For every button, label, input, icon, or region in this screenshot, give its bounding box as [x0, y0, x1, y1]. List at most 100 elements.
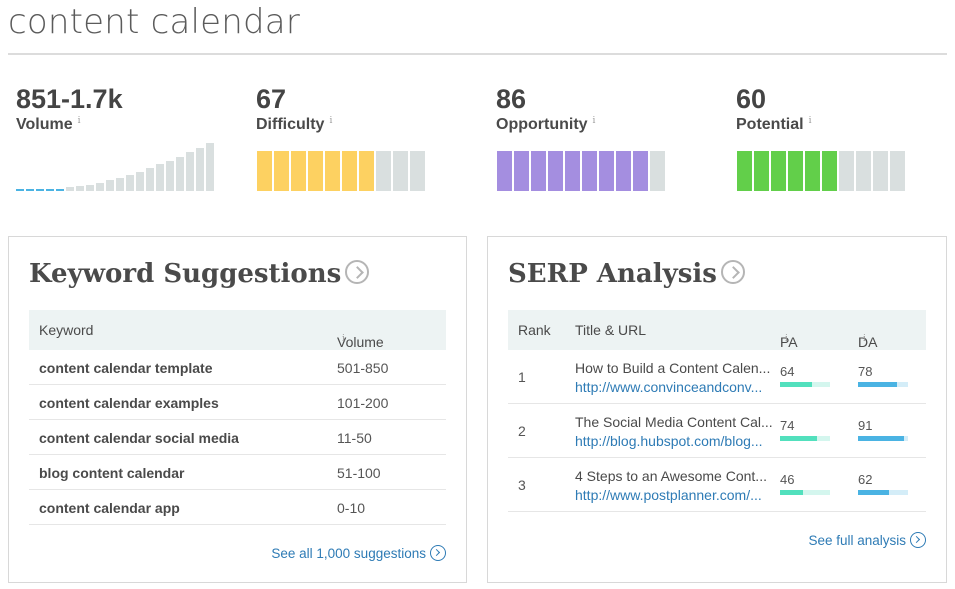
page-title: content calendar — [8, 2, 301, 42]
bar-segment — [514, 151, 529, 191]
see-all-suggestions-link[interactable]: See all 1,000 suggestions — [271, 545, 446, 562]
result-title: 4 Steps to an Awesome Cont... — [575, 468, 767, 484]
circle-arrow-icon — [430, 545, 446, 562]
volume-value: 851-1.7k — [16, 84, 123, 114]
result-url-link[interactable]: http://blog.hubspot.com/blog... — [575, 433, 763, 449]
opportunity-bar — [497, 151, 665, 191]
column-da-label: DA — [858, 334, 878, 350]
keyword-cell[interactable]: blog content calendar — [39, 465, 185, 481]
result-title: How to Build a Content Calen... — [575, 360, 771, 376]
column-rank[interactable]: Rank — [518, 322, 551, 338]
bar-segment — [497, 151, 512, 191]
bar-segment — [325, 151, 340, 191]
volume-bar — [186, 152, 194, 191]
volume-bar — [56, 189, 64, 191]
bar-segment — [788, 151, 803, 191]
volume-cell: 51-100 — [337, 465, 381, 481]
volume-cell: 501-850 — [337, 360, 389, 376]
serp-table-header: Rank Title & URL PA i DA i — [508, 310, 926, 350]
serp-analysis-panel: SERP Analysis Rank Title & URL PA i DA i 1… — [487, 236, 947, 583]
da-bar — [858, 382, 908, 387]
column-title-url[interactable]: Title & URL — [575, 322, 647, 338]
see-all-suggestions-label: See all 1,000 suggestions — [271, 546, 426, 561]
keyword-cell[interactable]: content calendar social media — [39, 430, 239, 446]
volume-bar — [36, 189, 44, 191]
volume-info-icon[interactable]: i — [77, 116, 81, 126]
difficulty-bar — [257, 151, 425, 191]
column-keyword[interactable]: Keyword — [39, 322, 94, 338]
result-url-link[interactable]: http://www.postplanner.com/... — [575, 487, 762, 503]
keyword-cell[interactable]: content calendar app — [39, 500, 180, 516]
volume-bar — [156, 164, 164, 191]
volume-cell: 11-50 — [337, 430, 372, 446]
serp-analysis-title: SERP Analysis — [508, 259, 717, 289]
table-row[interactable]: blog content calendar 51-100 — [29, 455, 446, 490]
bar-segment — [890, 151, 905, 191]
volume-bar — [196, 148, 204, 191]
volume-bar — [116, 178, 124, 191]
bar-segment — [565, 151, 580, 191]
keyword-cell[interactable]: content calendar template — [39, 360, 213, 376]
da-bar — [858, 490, 908, 495]
serp-row: 1 How to Build a Content Calen... http:/… — [508, 350, 926, 404]
keyword-cell[interactable]: content calendar examples — [39, 395, 219, 411]
table-row[interactable]: content calendar examples 101-200 — [29, 385, 446, 420]
da-value: 91 — [858, 418, 873, 433]
table-row[interactable]: content calendar template 501-850 — [29, 350, 446, 385]
table-row[interactable]: content calendar social media 11-50 — [29, 420, 446, 455]
volume-bar — [166, 161, 174, 191]
da-info-icon[interactable]: i — [863, 334, 866, 344]
pa-bar — [780, 436, 830, 441]
circle-arrow-icon[interactable] — [345, 260, 370, 284]
volume-bar — [176, 157, 184, 191]
pa-value: 74 — [780, 418, 795, 433]
bar-segment — [376, 151, 391, 191]
keyword-suggestions-title: Keyword Suggestions — [29, 259, 342, 289]
volume-bar — [46, 189, 54, 191]
pa-info-icon[interactable]: i — [785, 334, 788, 344]
difficulty-metric: 67 Difficulty i — [256, 84, 466, 134]
da-bar-fill — [858, 382, 897, 387]
bar-segment — [856, 151, 871, 191]
table-row[interactable]: content calendar app 0-10 — [29, 490, 446, 525]
difficulty-info-icon[interactable]: i — [329, 116, 333, 126]
volume-bar — [86, 185, 94, 191]
pa-bar-fill — [780, 436, 817, 441]
rank-cell: 2 — [518, 423, 526, 439]
volume-column-info-icon[interactable]: i — [342, 334, 345, 344]
da-bar-fill — [858, 436, 904, 441]
volume-bar — [206, 143, 214, 191]
bar-segment — [754, 151, 769, 191]
result-url-link[interactable]: http://www.convinceandconv... — [575, 379, 763, 395]
volume-cell: 101-200 — [337, 395, 389, 411]
opportunity-info-icon[interactable]: i — [592, 116, 596, 126]
title-divider — [8, 53, 947, 55]
serp-analysis-heading: SERP Analysis — [508, 259, 745, 289]
bar-segment — [291, 151, 306, 191]
opportunity-metric: 86 Opportunity i — [496, 84, 706, 134]
rank-cell: 1 — [518, 369, 526, 385]
da-bar — [858, 436, 908, 441]
bar-segment — [599, 151, 614, 191]
volume-cell: 0-10 — [337, 500, 366, 516]
volume-metric: 851-1.7k Volume i — [16, 84, 226, 134]
bar-segment — [771, 151, 786, 191]
rank-cell: 3 — [518, 477, 526, 493]
bar-segment — [633, 151, 648, 191]
da-bar-fill — [858, 490, 889, 495]
column-pa-label: PA — [780, 334, 798, 350]
volume-bar — [26, 189, 34, 191]
see-full-analysis-link[interactable]: See full analysis — [808, 532, 926, 549]
keyword-table-header: Keyword Volume i — [29, 310, 446, 350]
circle-arrow-icon[interactable] — [720, 260, 745, 284]
bar-segment — [805, 151, 820, 191]
potential-info-icon[interactable]: i — [808, 116, 812, 126]
volume-bar — [96, 183, 104, 191]
pa-bar-fill — [780, 382, 812, 387]
difficulty-label: Difficulty — [256, 116, 325, 133]
bar-segment — [822, 151, 837, 191]
column-volume-label: Volume — [337, 334, 384, 350]
opportunity-label: Opportunity — [496, 116, 588, 133]
pa-value: 64 — [780, 364, 795, 379]
serp-row: 3 4 Steps to an Awesome Cont... http://w… — [508, 458, 926, 512]
